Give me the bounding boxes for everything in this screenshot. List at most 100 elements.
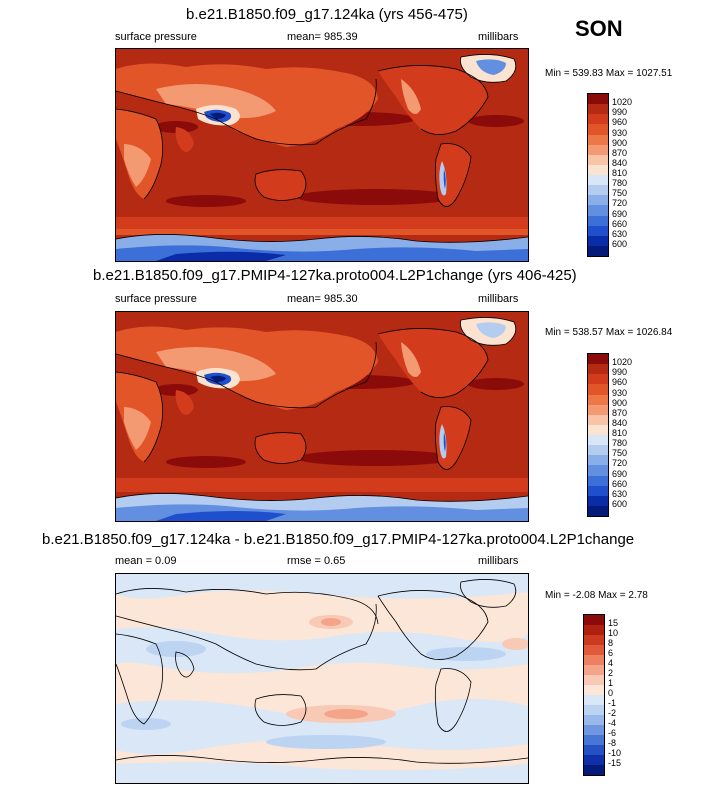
- panel-3-units-label: millibars: [478, 555, 519, 567]
- panel-1-map: [115, 48, 529, 262]
- panel-1-variable-label: surface pressure: [115, 31, 197, 43]
- panel-2-mean-label: mean= 985.30: [287, 293, 358, 305]
- colorbar-label: -8: [608, 738, 617, 748]
- colorbar-label: 720: [612, 458, 628, 469]
- colorbar-swatch: [584, 645, 604, 655]
- panel-1-map-svg: [116, 49, 528, 261]
- colorbar-label: 720: [612, 198, 628, 209]
- panel-3-minmax: Min = -2.08 Max = 2.78: [545, 590, 648, 601]
- colorbar-label: 990: [612, 107, 628, 118]
- colorbar-label: 630: [612, 228, 628, 239]
- colorbar-label: 810: [612, 168, 628, 178]
- colorbar-label: 960: [612, 377, 628, 388]
- colorbar-swatch: [584, 695, 604, 705]
- colorbar-label: 840: [612, 417, 628, 428]
- colorbar-swatch: [588, 445, 608, 456]
- panel-3-mean-label: mean = 0.09: [115, 555, 177, 567]
- colorbar-label: 660: [612, 218, 628, 229]
- colorbar-swatch: [588, 215, 608, 226]
- colorbar-swatch: [584, 615, 604, 625]
- panel-1-colorbar-labels: 1020 990 960 930 900 870 840 810 780 750 720 690 660…: [612, 93, 652, 255]
- colorbar-label: 4: [608, 658, 614, 668]
- colorbar-label: 1: [608, 678, 614, 688]
- colorbar-swatch: [588, 424, 608, 435]
- colorbar-label: 1020: [612, 357, 633, 368]
- panel-3-colorbar: [583, 614, 605, 776]
- colorbar-swatch: [584, 655, 604, 665]
- colorbar-swatch: [588, 465, 608, 476]
- colorbar-swatch: [588, 404, 608, 415]
- panel-3-map-svg: [116, 574, 528, 783]
- colorbar-label: 960: [612, 117, 628, 128]
- colorbar-label: 15: [608, 618, 619, 628]
- panel-3-map: [115, 573, 529, 784]
- colorbar-swatch: [584, 705, 604, 715]
- colorbar-swatch: [584, 735, 604, 745]
- colorbar-label: 690: [612, 468, 628, 479]
- panel-3-title: b.e21.B1850.f09_g17.124ka - b.e21.B1850.…: [42, 531, 635, 548]
- colorbar-label: -1: [608, 698, 617, 708]
- season-label: SON: [575, 16, 623, 41]
- colorbar-label: 870: [612, 147, 628, 158]
- colorbar-label: 900: [612, 397, 628, 408]
- colorbar-swatch: [588, 384, 608, 395]
- colorbar-label: 690: [612, 208, 628, 219]
- panel-1-units-label: millibars: [478, 31, 519, 43]
- colorbar-swatch: [588, 124, 608, 135]
- colorbar-label: 870: [612, 407, 628, 418]
- colorbar-swatch: [584, 635, 604, 645]
- colorbar-label: 930: [612, 387, 628, 398]
- colorbar-swatch: [588, 235, 608, 246]
- panel-2-map: [115, 311, 529, 522]
- panel-1-mean-label: mean= 985.39: [287, 31, 358, 43]
- colorbar-label: 810: [612, 428, 628, 438]
- panel-2-colorbar-labels: 1020 990 960 930 900 870 840 810 780 750 720 690 660…: [612, 353, 652, 515]
- colorbar-swatch: [588, 104, 608, 115]
- colorbar-swatch: [588, 374, 608, 385]
- colorbar-label: -15: [608, 758, 622, 768]
- colorbar-label: 2: [608, 668, 614, 678]
- colorbar-swatch: [588, 175, 608, 186]
- colorbar-label: 750: [612, 448, 628, 459]
- colorbar-swatch: [584, 665, 604, 675]
- colorbar-swatch: [584, 715, 604, 725]
- colorbar-swatch: [588, 195, 608, 206]
- colorbar-swatch: [588, 205, 608, 216]
- panel-2-minmax: Min = 538.57 Max = 1026.84: [545, 327, 673, 338]
- colorbar-label: 630: [612, 488, 628, 499]
- colorbar-label: 990: [612, 367, 628, 378]
- colorbar-swatch: [588, 185, 608, 196]
- panel-3-rmse-label: rmse = 0.65: [287, 555, 346, 567]
- colorbar-label: -2: [608, 708, 617, 718]
- colorbar-swatch: [588, 154, 608, 165]
- colorbar-swatch: [588, 245, 608, 256]
- colorbar-label: 840: [612, 157, 628, 168]
- colorbar-label: 780: [612, 178, 628, 189]
- panel-1-colorbar: [587, 93, 609, 257]
- colorbar-swatch: [588, 114, 608, 125]
- colorbar-label: 0: [608, 688, 614, 698]
- colorbar-swatch: [588, 394, 608, 405]
- colorbar-swatch: [588, 94, 608, 105]
- colorbar-label: 10: [608, 628, 619, 638]
- colorbar-label: -10: [608, 748, 622, 758]
- colorbar-label: 660: [612, 478, 628, 489]
- panel-3-colorbar-labels: 15 10 8 6 4 2 1 0 -1 -2 -4 -6 -8 -10 -15: [608, 614, 648, 774]
- colorbar-swatch: [588, 134, 608, 145]
- colorbar-swatch: [584, 625, 604, 635]
- colorbar-swatch: [584, 685, 604, 695]
- colorbar-swatch: [584, 755, 604, 765]
- colorbar-swatch: [588, 475, 608, 486]
- colorbar-swatch: [588, 364, 608, 375]
- panel-2-units-label: millibars: [478, 293, 519, 305]
- colorbar-swatch: [588, 455, 608, 466]
- colorbar-swatch: [584, 675, 604, 685]
- colorbar-swatch: [588, 164, 608, 175]
- panel-1-minmax: Min = 539.83 Max = 1027.51: [545, 68, 673, 79]
- colorbar-swatch: [584, 745, 604, 755]
- colorbar-label: 8: [608, 638, 614, 648]
- colorbar-swatch: [584, 765, 604, 775]
- panel-2-map-svg: [116, 312, 528, 521]
- colorbar-swatch: [588, 505, 608, 516]
- colorbar-label: 750: [612, 188, 628, 199]
